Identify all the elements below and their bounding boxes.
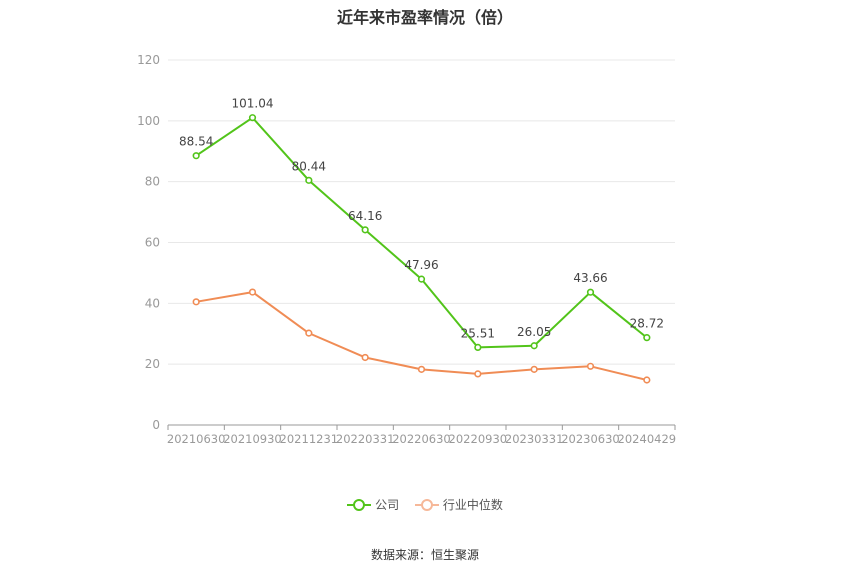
x-tick-label: 20230331 <box>505 432 564 446</box>
data-point-1 <box>586 362 595 370</box>
data-point-0 <box>248 114 257 122</box>
y-tick-label: 40 <box>145 296 160 310</box>
line-chart: 0204060801001202021063020210930202112312… <box>137 53 677 446</box>
data-label: 26.05 <box>517 325 551 339</box>
data-label: 80.44 <box>292 159 326 173</box>
data-label: 25.51 <box>461 326 495 340</box>
legend-item-company[interactable]: 公司 <box>347 496 399 513</box>
data-label: 47.96 <box>404 258 438 272</box>
data-point-0 <box>305 176 313 184</box>
y-tick-label: 0 <box>152 418 160 432</box>
data-point-0 <box>643 334 651 342</box>
x-tick-label: 20211231 <box>280 432 339 446</box>
data-point-1 <box>305 329 313 337</box>
data-point-1 <box>361 353 369 362</box>
chart-title: 近年来市盈率情况（倍） <box>336 8 513 27</box>
legend-item-industry-median[interactable]: 行业中位数 <box>414 496 503 513</box>
legend-swatch-company <box>347 498 372 511</box>
data-point-1 <box>530 365 538 373</box>
y-tick-label: 20 <box>145 357 160 371</box>
x-tick-label: 20220331 <box>336 432 395 446</box>
legend: 公司 行业中位数 <box>0 496 850 513</box>
data-point-0 <box>417 275 426 283</box>
x-tick-label: 20220630 <box>392 432 451 446</box>
x-tick-label: 20230630 <box>561 432 620 446</box>
legend-label-company: 公司 <box>375 498 400 512</box>
x-tick-label: 20240429 <box>618 432 677 446</box>
y-tick-label: 120 <box>137 53 160 67</box>
data-label: 101.04 <box>232 97 274 111</box>
data-label: 88.54 <box>179 135 213 149</box>
data-point-0 <box>361 226 369 234</box>
data-label: 43.66 <box>573 271 607 285</box>
data-point-1 <box>248 288 257 296</box>
series-line-0 <box>195 116 648 349</box>
x-tick-label: 20210930 <box>223 432 282 446</box>
legend-swatch-industry-median <box>414 498 439 511</box>
data-label: 28.72 <box>630 317 664 331</box>
x-tick-label: 20220930 <box>449 432 508 446</box>
data-point-0 <box>192 152 200 160</box>
data-point-0 <box>474 343 482 352</box>
data-point-1 <box>417 365 426 373</box>
legend-label-industry-median: 行业中位数 <box>442 498 503 512</box>
data-point-1 <box>192 298 200 306</box>
y-tick-label: 100 <box>137 114 160 128</box>
data-source: 数据来源：恒生聚源 <box>370 548 479 562</box>
y-tick-label: 80 <box>145 175 160 189</box>
data-point-0 <box>530 342 538 350</box>
data-point-1 <box>474 370 482 378</box>
y-tick-label: 60 <box>145 236 160 250</box>
data-point-0 <box>586 288 595 296</box>
data-point-1 <box>643 376 651 384</box>
x-tick-label: 20210630 <box>167 432 226 446</box>
data-label: 64.16 <box>348 209 382 223</box>
